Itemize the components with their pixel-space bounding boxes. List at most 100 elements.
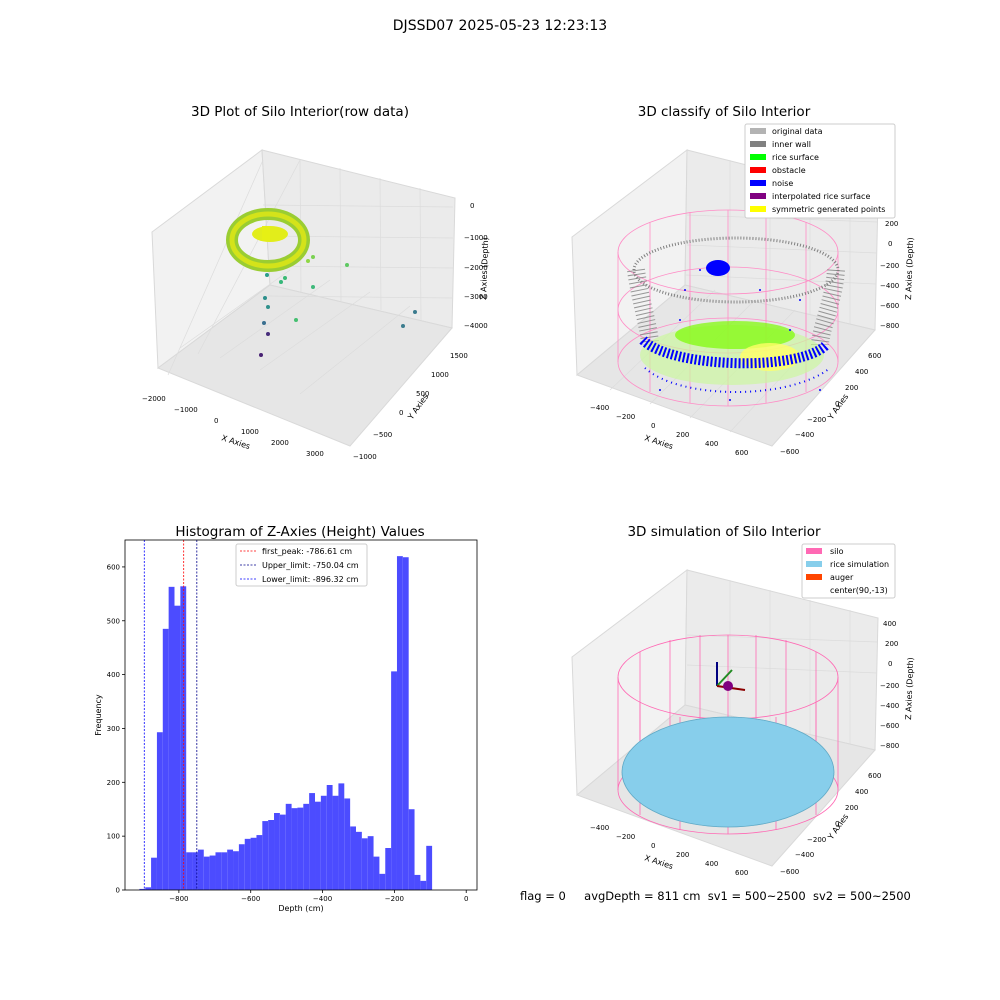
raw-z-tick: −3000 <box>464 293 488 301</box>
cls-z-tick: −600 <box>880 302 899 310</box>
hist-y-ticks: 0 100 200 300 400 500 600 <box>107 563 125 895</box>
rice-simulation <box>621 716 835 828</box>
cls-y-tick: −200 <box>807 416 826 424</box>
legend-label: inner wall <box>772 140 811 149</box>
sim-y-tick: 600 <box>868 772 881 780</box>
legend-label: original data <box>772 127 823 136</box>
histogram-bar <box>233 851 239 890</box>
sim-z-label: Z Axies (Depth) <box>904 657 915 720</box>
histogram-bar <box>192 852 198 890</box>
legend-label: Lower_limit: -896.32 cm <box>262 575 359 584</box>
sim-x-tick: 400 <box>705 860 718 868</box>
hist-x-ticks: −800 −600 −400 −200 0 <box>169 890 468 903</box>
histogram-bar <box>151 857 157 890</box>
histogram-bar <box>244 838 251 890</box>
raw-x-tick: 1000 <box>241 428 259 436</box>
sim-x-tick: −400 <box>590 824 609 832</box>
raw-z-tick: −1000 <box>464 234 488 242</box>
grid-lines <box>686 580 878 744</box>
histogram-bar <box>139 888 146 890</box>
histogram-bar <box>315 801 321 890</box>
sim-y-tick: −600 <box>780 868 799 876</box>
legend-swatch-auger <box>806 574 822 580</box>
legend-label: Upper_limit: -750.04 cm <box>262 561 359 570</box>
legend-swatch-interp <box>750 193 766 199</box>
cls-z-tick: −200 <box>880 262 899 270</box>
raw-y-tick: 1000 <box>431 371 449 379</box>
sim-y-tick: 200 <box>845 804 858 812</box>
sim-y-tick: 400 <box>855 788 868 796</box>
cls-y-tick: 0 <box>835 400 839 408</box>
hist-legend: first_peak: -786.61 cm Upper_limit: -750… <box>235 543 368 587</box>
sim-z-tick: 400 <box>883 620 896 628</box>
hist-y-tick-label: 500 <box>107 617 120 625</box>
histogram-bar <box>279 814 286 890</box>
panel-simulation-3d: silo rice simulation auger center(90,-13… <box>571 543 915 877</box>
histogram-bar <box>426 845 433 890</box>
sim-x-tick: 200 <box>676 851 689 859</box>
cls-y-tick: 400 <box>855 368 868 376</box>
flag-status: flag = 0 <box>520 889 566 903</box>
panel-classify-3d: original data inner wall rice surface ob… <box>571 123 915 457</box>
raw-x-tick: −2000 <box>142 395 166 403</box>
hist-x-tick-label: −200 <box>385 895 404 903</box>
cls-y-label: Y Axies <box>826 392 851 422</box>
histogram-bar <box>373 856 380 890</box>
histogram-bar <box>391 671 397 890</box>
histogram-bar <box>320 795 327 890</box>
histogram-bar <box>332 795 339 890</box>
avg-depth: avgDepth = 811 cm <box>584 889 701 903</box>
legend-label: silo <box>830 547 844 556</box>
legend-label: first_peak: -786.61 cm <box>262 547 352 556</box>
histogram-bar <box>227 849 234 890</box>
histogram-bar <box>344 798 351 890</box>
cls-y-tick: −600 <box>780 448 799 456</box>
histogram-bar <box>250 837 257 890</box>
histogram-bar <box>355 831 362 890</box>
histogram-bar <box>197 849 204 890</box>
histogram-bar <box>350 826 356 890</box>
hist-y-label: Frequency <box>94 694 103 736</box>
sim-z-tick: 0 <box>888 660 892 668</box>
legend-swatch-inner-wall <box>750 141 766 147</box>
auger <box>716 662 746 691</box>
sv1-range: sv1 = 500~2500 <box>707 889 806 903</box>
legend-label: noise <box>772 179 793 188</box>
histogram-bar <box>396 556 403 890</box>
sim-z-tick: −800 <box>880 742 899 750</box>
cls-x-tick: 0 <box>651 422 655 430</box>
sim-z-tick: −400 <box>880 702 899 710</box>
cls-x-tick: −400 <box>590 404 609 412</box>
histogram-bar <box>379 873 386 890</box>
sv2-range: sv2 = 500~2500 <box>812 889 911 903</box>
cls-y-tick: 200 <box>845 384 858 392</box>
histogram-bar <box>338 783 345 890</box>
histogram-bar <box>209 855 216 890</box>
raw-y-tick: 1500 <box>450 352 468 360</box>
histogram-bar <box>238 844 245 890</box>
histogram-bar <box>402 557 409 890</box>
histogram-bar <box>291 808 298 890</box>
raw-x-tick: −1000 <box>174 406 198 414</box>
histogram-bar <box>309 793 316 890</box>
histogram-bar <box>268 820 275 890</box>
histogram-bar <box>303 803 310 890</box>
histogram-bar <box>156 732 163 890</box>
histogram-bar <box>145 887 152 890</box>
legend-label: obstacle <box>772 166 806 175</box>
cls-x-tick: 400 <box>705 440 718 448</box>
chart-title-classify: 3D classify of Silo Interior <box>637 104 811 120</box>
histogram-bar <box>408 809 415 890</box>
status-footer: flag = 0 avgDepth = 811 cm sv1 = 500~250… <box>520 889 911 903</box>
histogram-bar <box>297 807 304 890</box>
legend-label: rice surface <box>772 153 819 162</box>
cls-z-tick: −400 <box>880 282 899 290</box>
raw-x-tick: 2000 <box>271 439 289 447</box>
legend-swatch-silo <box>806 548 822 554</box>
legend-label: symmetric generated points <box>772 205 885 214</box>
hist-x-tick-label: 0 <box>464 895 468 903</box>
raw-outliers <box>259 255 417 357</box>
histogram-bar <box>168 586 175 890</box>
hist-y-tick-label: 100 <box>107 833 120 841</box>
legend-label: center(90,-13) <box>830 586 888 595</box>
